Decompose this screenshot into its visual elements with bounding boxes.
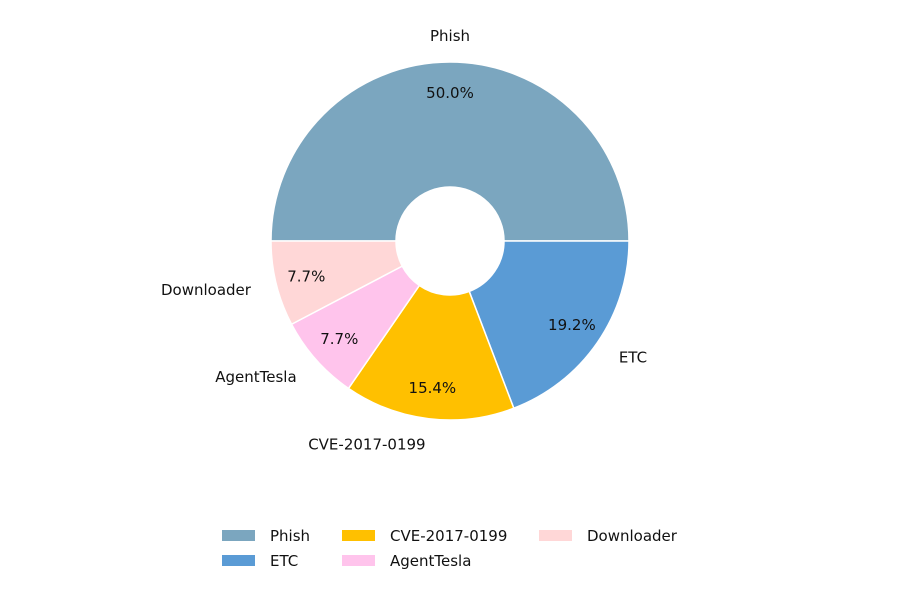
- legend-swatch: [222, 530, 255, 541]
- legend: Phish CVE-2017-0199 Downloader ETC Agent…: [222, 526, 689, 570]
- category-label-phish: Phish: [430, 27, 470, 45]
- legend-swatch: [342, 530, 375, 541]
- legend-item-downloader: Downloader: [539, 526, 689, 545]
- legend-label: ETC: [270, 551, 299, 570]
- legend-item-etc: ETC: [222, 551, 342, 570]
- legend-label: CVE-2017-0199: [390, 526, 508, 545]
- slice-etc: [468, 240, 630, 410]
- percent-label-downloader: 7.7%: [287, 267, 325, 285]
- legend-swatch: [539, 530, 572, 541]
- percent-labels: 50.0% 19.2% 15.4% 7.7% 7.7%: [287, 84, 595, 397]
- category-label-etc: ETC: [619, 348, 647, 366]
- legend-swatch: [222, 555, 255, 566]
- percent-label-phish: 50.0%: [426, 84, 474, 102]
- category-labels: Phish ETC CVE-2017-0199 AgentTesla Downloade…: [161, 27, 647, 454]
- pie-slices: [270, 61, 630, 421]
- slice-downloader: [270, 240, 404, 326]
- legend-item-agenttesla: AgentTesla: [342, 551, 539, 570]
- legend-label: AgentTesla: [390, 551, 472, 570]
- category-label-cve-2017-0199: CVE-2017-0199: [308, 436, 425, 454]
- legend-item-phish: Phish: [222, 526, 342, 545]
- category-label-agenttesla: AgentTesla: [215, 368, 296, 386]
- legend-swatch: [342, 555, 375, 566]
- legend-label: Phish: [270, 526, 311, 545]
- legend-item-cve-2017-0199: CVE-2017-0199: [342, 526, 539, 545]
- legend-label: Downloader: [587, 526, 677, 545]
- percent-label-cve-2017-0199: 15.4%: [409, 379, 457, 397]
- slice-cve-2017-0199: [347, 284, 515, 421]
- slice-phish: [270, 61, 630, 242]
- category-label-downloader: Downloader: [161, 281, 252, 299]
- percent-label-etc: 19.2%: [548, 316, 596, 334]
- percent-label-agenttesla: 7.7%: [320, 330, 358, 348]
